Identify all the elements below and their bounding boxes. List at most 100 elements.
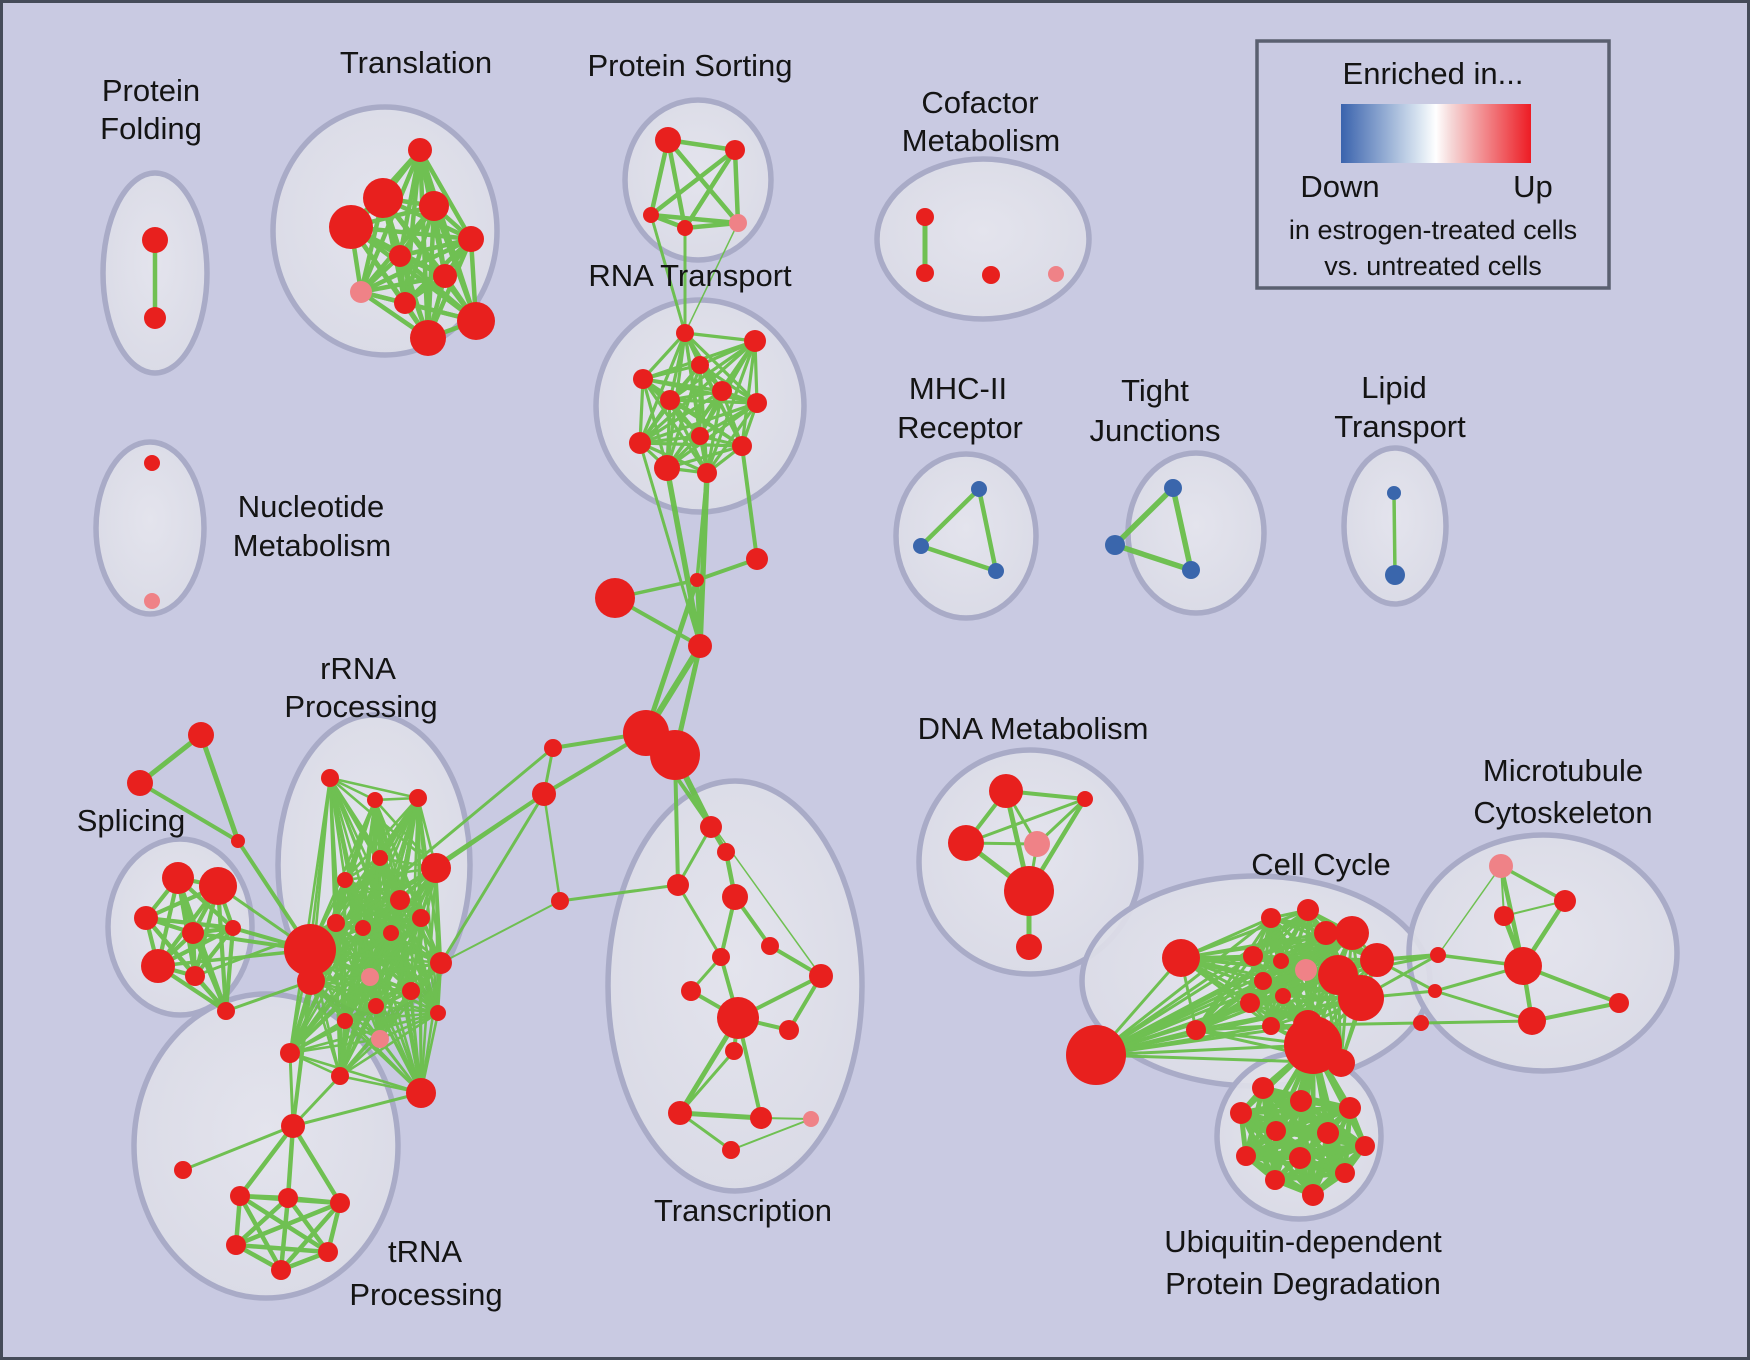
network-node-o2 — [1554, 890, 1576, 912]
network-node-g1 — [188, 722, 214, 748]
network-node-k15 — [1338, 975, 1384, 1021]
network-node-j1 — [1164, 479, 1182, 497]
network-node-p7 — [217, 1002, 235, 1020]
cluster-label-trna-processing-line1: tRNA — [388, 1234, 462, 1269]
network-edge — [343, 878, 440, 1015]
network-node-p6 — [182, 922, 204, 944]
network-edge — [1419, 1019, 1534, 1025]
network-node-e4 — [1024, 831, 1050, 857]
network-node-f1 — [142, 227, 168, 253]
network-node-z3 — [1413, 1015, 1429, 1031]
network-node-r4 — [633, 369, 653, 389]
legend-title: Enriched in... — [1343, 56, 1524, 91]
network-edge — [665, 137, 688, 231]
network-edge — [288, 1051, 423, 1095]
network-node-q21 — [406, 1078, 436, 1108]
network-node-d14 — [803, 1111, 819, 1127]
network-edge — [705, 401, 759, 475]
network-edge — [643, 577, 700, 736]
network-node-p1 — [199, 867, 237, 905]
network-edge — [668, 339, 757, 402]
network-node-hub3b — [297, 967, 325, 995]
cluster-label-cofactor-metabolism-line1: Cofactor — [921, 85, 1038, 120]
nodes-layer — [127, 127, 1629, 1280]
network-edge — [309, 979, 342, 1078]
legend-box — [1255, 39, 1611, 290]
network-node-hub4b — [1327, 1049, 1355, 1077]
network-node-r9 — [629, 432, 651, 454]
network-edge — [378, 1011, 440, 1041]
network-node-f2 — [144, 307, 166, 329]
legend-up-label: Up — [1513, 169, 1553, 204]
network-node-k6 — [1273, 953, 1289, 969]
network-edge — [334, 921, 342, 1078]
network-edge — [1094, 954, 1255, 1057]
network-edge — [309, 979, 440, 1015]
cluster-label-microtubule-cytoskeleton-line2: Cytoskeleton — [1473, 795, 1652, 830]
network-node-p5 — [185, 966, 205, 986]
network-node-s5 — [729, 214, 747, 232]
network-node-r1 — [676, 324, 694, 342]
network-node-q15 — [368, 998, 384, 1014]
network-edge — [417, 147, 474, 242]
network-edge — [638, 441, 702, 648]
network-edge — [1112, 542, 1194, 573]
network-node-q13 — [430, 952, 452, 974]
network-node-q2 — [367, 792, 383, 808]
cluster-label-nucleotide-metabolism-line1: Nucleotide — [238, 489, 384, 524]
cluster-label-rrna-processing-line2: Processing — [284, 689, 437, 724]
network-edge — [1433, 989, 1534, 1023]
network-node-e5 — [1004, 866, 1054, 916]
network-edge — [683, 331, 759, 405]
network-node-d3 — [667, 874, 689, 896]
network-node-s4 — [677, 220, 693, 236]
network-edge — [682, 147, 738, 231]
network-node-b7 — [1355, 1136, 1375, 1156]
network-edge — [1094, 908, 1310, 1057]
network-node-q12 — [361, 968, 379, 986]
network-node-b6 — [1317, 1122, 1339, 1144]
network-node-b3 — [1339, 1097, 1361, 1119]
network-edge — [641, 377, 709, 475]
network-node-x1 — [690, 573, 704, 587]
network-node-g2 — [127, 770, 153, 796]
network-node-c3 — [982, 266, 1000, 284]
cluster-ellipse-tight-junctions — [1125, 450, 1267, 616]
network-edge — [288, 1037, 382, 1055]
network-node-z1 — [1430, 947, 1446, 963]
network-node-x2 — [746, 548, 768, 570]
network-node-w2 — [174, 1161, 192, 1179]
network-node-m2 — [913, 538, 929, 554]
cluster-label-dna-metabolism: DNA Metabolism — [918, 711, 1149, 746]
network-node-v5 — [318, 1242, 338, 1262]
network-node-d11 — [725, 1042, 743, 1060]
network-node-w1 — [281, 1114, 305, 1138]
cluster-label-trna-processing-line2: Processing — [349, 1277, 502, 1312]
cluster-label-protein-folding-line1: Protein — [102, 73, 200, 108]
network-node-k13 — [1240, 993, 1260, 1013]
network-edge — [676, 883, 723, 959]
network-node-d1 — [700, 816, 722, 838]
network-edge — [648, 212, 741, 226]
network-edge — [1094, 1043, 1315, 1057]
network-node-q9 — [355, 920, 371, 936]
network-node-r2 — [744, 330, 766, 352]
network-node-q11 — [412, 909, 430, 927]
network-node-t9 — [394, 292, 416, 314]
network-node-x5 — [544, 739, 562, 757]
cluster-ellipse-microtubule-cytoskeleton — [1406, 832, 1680, 1074]
network-edge — [665, 401, 759, 470]
network-node-p0 — [162, 862, 194, 894]
network-node-d13 — [750, 1107, 772, 1129]
network-node-d7 — [809, 964, 833, 988]
network-node-r3 — [691, 356, 709, 374]
network-edge — [285, 1195, 331, 1255]
network-node-p3 — [225, 920, 241, 936]
cluster-ellipse-mhc-ii-receptor — [893, 451, 1039, 621]
network-node-q14 — [402, 982, 420, 1000]
network-edge — [288, 1051, 295, 1128]
network-edge — [648, 147, 738, 218]
network-edge — [338, 1019, 347, 1078]
